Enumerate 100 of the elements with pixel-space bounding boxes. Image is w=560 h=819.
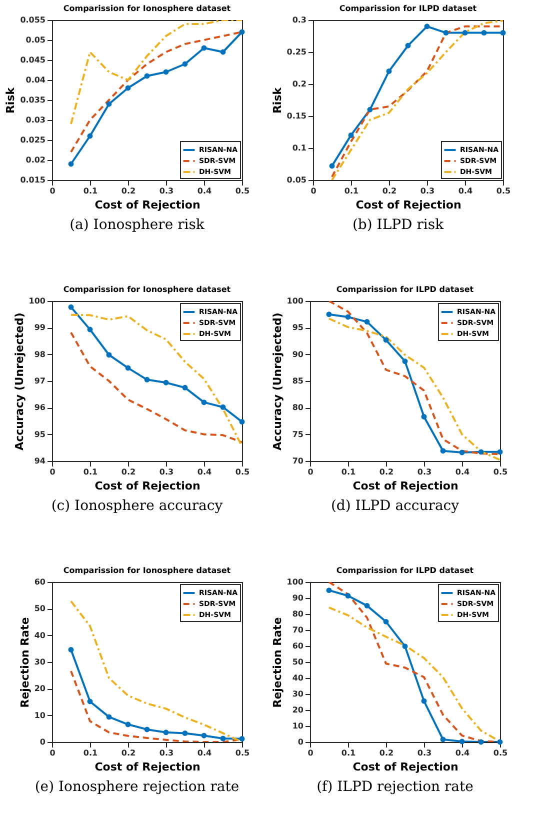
y-tick-label: 10 [34, 710, 46, 720]
y-tick-label: 80 [292, 403, 304, 412]
point [201, 732, 207, 738]
y-tick-label: 95 [34, 430, 46, 439]
x-tick-label: 0.4 [458, 186, 474, 196]
y-tick-label: 50 [292, 658, 304, 666]
point [239, 419, 245, 425]
point [405, 42, 411, 48]
point [182, 384, 188, 390]
point [345, 314, 351, 320]
point [345, 593, 351, 598]
point [239, 29, 245, 35]
point [367, 106, 373, 112]
point [125, 85, 131, 91]
point [68, 647, 74, 652]
point [163, 380, 169, 386]
y-tick-label: 90 [292, 350, 304, 359]
text: (d) ILPD accuracy [330, 498, 460, 514]
chart-title: Comparission for Ionosphere dataset [63, 566, 231, 575]
x-axis-title: Cost of Rejection [352, 760, 458, 774]
text: (b) ILPD risk [352, 217, 444, 233]
x-tick-label: 0.5 [496, 186, 512, 196]
x-tick-label: 0.2 [121, 186, 136, 196]
point [424, 24, 430, 30]
point [68, 304, 74, 310]
point [87, 133, 93, 139]
y-tick-label: 0.025 [20, 136, 46, 144]
y-tick-label: 0 [40, 738, 46, 746]
y-tick-label: 80 [292, 610, 304, 618]
y-tick-label: 0.25 [286, 48, 307, 56]
point [421, 698, 427, 704]
y-tick-label: 95 [292, 323, 304, 332]
point [125, 365, 131, 371]
x-tick-label: 0.1 [83, 186, 98, 196]
point [163, 69, 169, 75]
text: (e) Ionosphere rejection rate [34, 779, 240, 795]
y-tick-label: 0.055 [20, 16, 46, 24]
y-axis-title: Accuracy (Unrejected) [270, 312, 284, 450]
y-tick-label: 60 [292, 642, 304, 650]
point [500, 30, 506, 36]
x-tick-label: 0 [308, 748, 314, 758]
point [386, 68, 392, 74]
x-tick-label: 0.3 [417, 468, 432, 476]
x-tick-label: 0.5 [493, 468, 508, 476]
line-series [70, 20, 242, 125]
point [106, 352, 112, 358]
text: (a) Ionosphere risk [70, 217, 205, 233]
point [440, 448, 446, 454]
point [163, 730, 169, 736]
point [478, 449, 484, 455]
point [402, 644, 408, 650]
chart-title: Comparission for ILPD dataset [336, 285, 474, 294]
point [383, 618, 389, 624]
x-tick-label: 0.1 [344, 186, 360, 196]
x-tick-label: 0.4 [197, 468, 212, 476]
x-tick-label: 0.1 [341, 468, 356, 476]
y-tick-label: 100 [28, 296, 46, 306]
line-series [70, 331, 242, 444]
point [220, 49, 226, 55]
x-tick-label: 0 [308, 468, 314, 476]
x-tick-label: 0.5 [493, 748, 508, 758]
y-tick-label: 10 [292, 722, 304, 730]
y-tick-label: 0 [298, 738, 304, 746]
point [326, 312, 332, 318]
y-tick-label: 0.05 [286, 176, 307, 184]
point [459, 450, 465, 456]
point [402, 358, 408, 364]
chart-title: Comparission for Ionosphere dataset [63, 4, 231, 13]
point [326, 588, 332, 594]
point [459, 738, 465, 744]
y-tick-label: 0.1 [292, 144, 307, 152]
y-tick-label: 40 [292, 674, 304, 682]
point [201, 400, 207, 406]
y-axis-title: Risk [4, 86, 18, 114]
x-tick-label: 0.2 [121, 468, 136, 476]
y-tick-label: 100 [286, 296, 304, 306]
y-tick-label: 40 [34, 630, 46, 640]
y-tick-label: 20 [34, 684, 46, 694]
x-tick-label: 0.3 [159, 468, 174, 476]
y-tick-label: 90 [292, 594, 304, 602]
point [144, 726, 150, 732]
x-tick-label: 0.5 [235, 468, 250, 476]
y-tick-label: 20 [292, 706, 304, 714]
y-tick-label: 98 [34, 350, 46, 359]
x-tick-label: 0 [50, 186, 56, 196]
x-tick-label: 0.1 [83, 748, 98, 758]
y-tick-label: 0.02 [26, 156, 46, 164]
point [182, 61, 188, 67]
y-tick-label: 60 [34, 578, 46, 586]
y-tick-label: 96 [34, 403, 46, 412]
x-tick-label: 0 [50, 468, 56, 476]
y-tick-label: 85 [292, 376, 304, 386]
text: (f) ILPD rejection rate [316, 779, 474, 795]
x-tick-label: 0.1 [341, 748, 356, 758]
y-tick-label: 70 [292, 456, 304, 466]
x-tick-label: 0.2 [382, 186, 397, 196]
x-tick-label: 0.4 [197, 748, 212, 758]
y-tick-label: 0.035 [20, 96, 46, 104]
x-tick-label: 0.3 [417, 748, 432, 758]
x-tick-label: 0.2 [379, 468, 394, 476]
